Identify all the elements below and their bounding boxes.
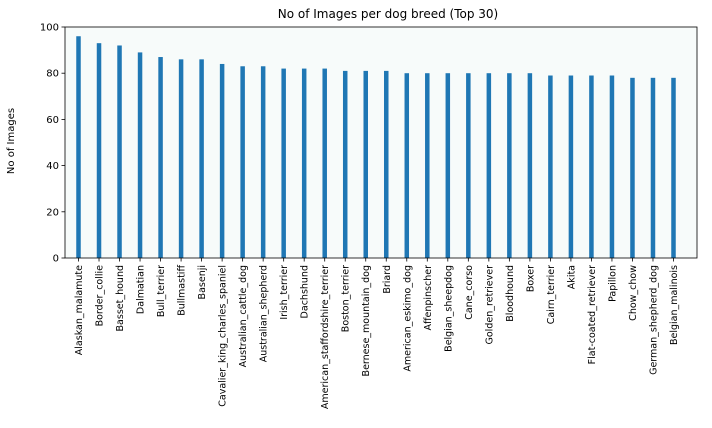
x-tick-label: Bloodhound [505,265,516,322]
bar-Basenji [199,59,204,259]
bar-Bernese_mountain_dog [363,70,368,258]
bar-Belgian_sheepdog [445,73,451,258]
bar-Briard [384,70,389,258]
x-tick-label: Belgian_malinois [669,265,680,345]
chart-title: No of Images per dog breed (Top 30) [278,7,498,21]
x-tick-label: American_eskimo_dog [402,265,413,372]
bars-layer [76,36,676,259]
x-tick-label: Flat-coated_retriever [587,265,598,364]
bar-Irish_terrier [281,68,286,258]
y-tick-label: 20 [46,207,59,218]
x-tick-label: American_staffordshire_terrier [320,265,331,409]
x-tick-label: Dalmatian [136,265,147,314]
bar-Bullmastiff [178,59,184,259]
x-tick-label: Belgian_sheepdog [443,265,454,352]
y-axis-label: No of Images [6,108,17,174]
x-tick-label: Akita [566,265,577,289]
x-tick-label: German_shepherd_dog [648,265,659,375]
x-tick-label: Chow_chow [628,265,639,321]
x-tick-label: Golden_retriever [484,265,495,345]
bar-Boston_terrier [342,70,348,258]
bar-Border_collie [96,43,102,258]
y-tick-label: 0 [53,254,59,265]
bar-Basset_hound [117,45,122,259]
bar-Boxer [527,73,533,258]
bar-Affenpinscher [425,73,430,258]
bar-Dachshund [301,68,307,258]
bar-Golden_retriever [486,73,492,258]
x-tick-label: Irish_terrier [279,265,290,320]
x-tick-label: Cairn_terrier [546,265,557,324]
x-tick-label: Alaskan_malamute [74,265,85,355]
x-tick-label: Cavalier_king_charles_spaniel [218,265,229,407]
bar-Akita [568,75,574,258]
bar-Dalmatian [137,52,143,258]
x-tick-label: Cane_corso [464,265,475,320]
y-tick-label: 80 [46,69,59,80]
x-tick-label: Boston_terrier [341,265,352,332]
bar-Flat-coated_retriever [589,75,594,258]
bar-Bloodhound [507,73,512,258]
bar-Cavalier_king_charles_spaniel [219,63,225,259]
bar-German_shepherd_dog [650,77,656,258]
x-tick-label: Bullmastiff [177,265,188,316]
x-tick-label: Australian_cattle_dog [238,265,249,367]
bar-Australian_cattle_dog [240,66,245,259]
bar-Alaskan_malamute [76,36,81,258]
x-tick-label: Briard [382,265,393,294]
x-tick-label: Dachshund [300,265,311,318]
x-tick-label: Australian_shepherd [259,265,270,362]
bar-Australian_shepherd [260,66,266,259]
y-tick-label: 40 [46,161,59,172]
bar-Bull_terrier [158,57,163,258]
x-tick-label: Papillon [607,265,618,302]
x-axis: Alaskan_malamute Border_collie Basset_houn… [74,258,680,409]
y-tick-label: 60 [46,115,59,126]
bar-American_staffordshire_terrier [322,68,327,258]
bar-Papillon [609,75,615,258]
x-tick-label: Basenji [197,265,208,299]
plot-frame [64,26,698,259]
bar-Belgian_malinois [671,77,676,258]
x-tick-label: Boxer [525,265,536,292]
x-tick-label: Basset_hound [115,265,126,331]
x-tick-label: Bull_terrier [156,265,167,317]
bar-American_eskimo_dog [404,73,410,258]
y-tick-label: 100 [40,23,59,34]
bar-Cairn_terrier [548,75,553,258]
y-axis: 0 20 40 60 80 100 [40,23,65,265]
bar-Chow_chow [630,77,635,258]
x-tick-label: Affenpinscher [423,265,434,331]
x-tick-label: Border_collie [95,265,106,327]
x-tick-label: Bernese_mountain_dog [361,265,372,376]
bar-Cane_corso [466,73,471,258]
